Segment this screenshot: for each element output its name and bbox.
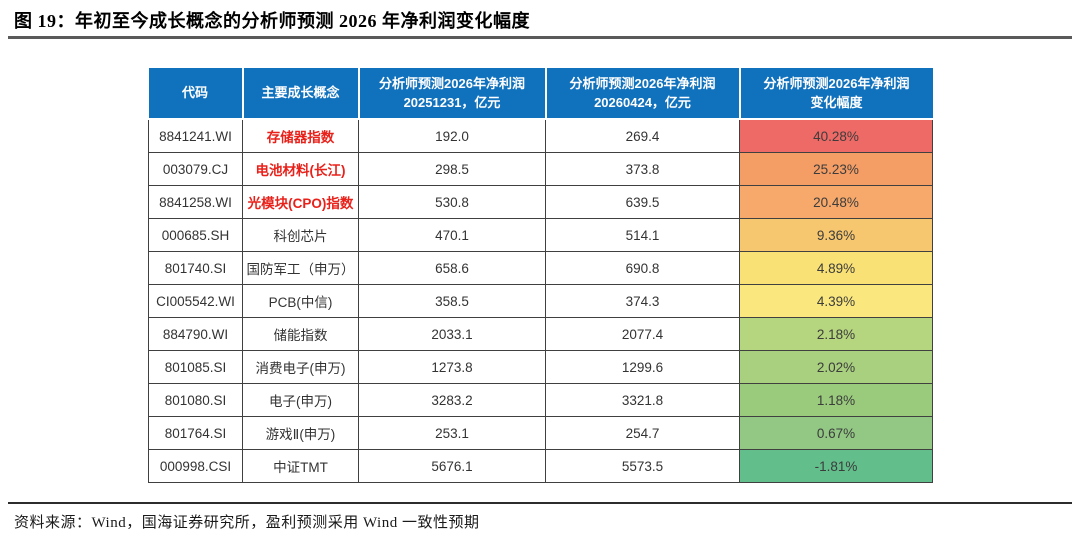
header-cell-4: 分析师预测2026年净利润 20260424，亿元 <box>545 68 741 120</box>
np-20260424-cell: 269.4 <box>545 118 740 153</box>
np-20251231-cell: 5676.1 <box>358 449 546 483</box>
concept-cell: 光模块(CPO)指数 <box>242 185 359 219</box>
change-cell: 4.39% <box>739 284 933 318</box>
np-20260424-cell: 514.1 <box>545 218 740 252</box>
np-20260424-cell: 374.3 <box>545 284 740 318</box>
header-cell-2: 主要成长概念 <box>242 68 360 120</box>
np-20251231-cell: 298.5 <box>358 152 546 186</box>
concept-cell: 储能指数 <box>242 317 359 351</box>
table-row: 801740.SI 国防军工（申万） 658.6 690.8 4.89% <box>148 251 933 285</box>
change-cell: 4.89% <box>739 251 933 285</box>
footer-divider <box>8 502 1072 504</box>
np-20260424-cell: 1299.6 <box>545 350 740 384</box>
code-cell: 8841241.WI <box>148 118 243 153</box>
title-divider <box>8 36 1072 39</box>
header-cell-1: 代码 <box>148 68 244 120</box>
code-cell: 003079.CJ <box>148 152 243 186</box>
np-20260424-cell: 254.7 <box>545 416 740 450</box>
np-20251231-cell: 358.5 <box>358 284 546 318</box>
concept-cell: 存储器指数 <box>242 118 359 153</box>
table-row: 801764.SI 游戏Ⅱ(申万) 253.1 254.7 0.67% <box>148 416 933 450</box>
np-20251231-cell: 658.6 <box>358 251 546 285</box>
table-row: 8841241.WI 存储器指数 192.0 269.4 40.28% <box>148 118 933 153</box>
change-cell: 1.18% <box>739 383 933 417</box>
table-row: 8841258.WI 光模块(CPO)指数 530.8 639.5 20.48% <box>148 185 933 219</box>
table-row: 801085.SI 消费电子(申万) 1273.8 1299.6 2.02% <box>148 350 933 384</box>
figure-title: 图 19：年初至今成长概念的分析师预测 2026 年净利润变化幅度 <box>14 11 530 31</box>
table-row: 003079.CJ 电池材料(长江) 298.5 373.8 25.23% <box>148 152 933 186</box>
table-header: 代码 主要成长概念 分析师预测2026年净利润 20251231，亿元 分析师预测202… <box>148 68 933 120</box>
change-cell: 0.67% <box>739 416 933 450</box>
header-row: 代码 主要成长概念 分析师预测2026年净利润 20251231，亿元 分析师预测202… <box>148 68 933 120</box>
np-20260424-cell: 639.5 <box>545 185 740 219</box>
change-cell: 25.23% <box>739 152 933 186</box>
concept-cell: 消费电子(申万) <box>242 350 359 384</box>
code-cell: 801085.SI <box>148 350 243 384</box>
table-row: CI005542.WI PCB(中信) 358.5 374.3 4.39% <box>148 284 933 318</box>
code-cell: 000685.SH <box>148 218 243 252</box>
change-cell: 40.28% <box>739 118 933 153</box>
table-row: 000685.SH 科创芯片 470.1 514.1 9.36% <box>148 218 933 252</box>
header-cell-5: 分析师预测2026年净利润 变化幅度 <box>739 68 933 120</box>
code-cell: 000998.CSI <box>148 449 243 483</box>
np-20260424-cell: 5573.5 <box>545 449 740 483</box>
table-body: 8841241.WI 存储器指数 192.0 269.4 40.28% 003079.CJ… <box>148 118 933 483</box>
np-20260424-cell: 373.8 <box>545 152 740 186</box>
np-20260424-cell: 2077.4 <box>545 317 740 351</box>
concept-cell: 国防军工（申万） <box>242 251 359 285</box>
code-cell: 8841258.WI <box>148 185 243 219</box>
forecast-table: 代码 主要成长概念 分析师预测2026年净利润 20251231，亿元 分析师预测202… <box>148 68 933 483</box>
np-20251231-cell: 530.8 <box>358 185 546 219</box>
np-20251231-cell: 470.1 <box>358 218 546 252</box>
change-cell: 9.36% <box>739 218 933 252</box>
change-cell: 20.48% <box>739 185 933 219</box>
concept-cell: 电池材料(长江) <box>242 152 359 186</box>
concept-cell: 游戏Ⅱ(申万) <box>242 416 359 450</box>
source-note: 资料来源：Wind，国海证券研究所，盈利预测采用 Wind 一致性预期 <box>14 515 480 531</box>
table-row: 801080.SI 电子(申万) 3283.2 3321.8 1.18% <box>148 383 933 417</box>
concept-cell: PCB(中信) <box>242 284 359 318</box>
table-row: 000998.CSI 中证TMT 5676.1 5573.5 -1.81% <box>148 449 933 483</box>
code-cell: 884790.WI <box>148 317 243 351</box>
np-20260424-cell: 3321.8 <box>545 383 740 417</box>
np-20251231-cell: 1273.8 <box>358 350 546 384</box>
code-cell: 801764.SI <box>148 416 243 450</box>
concept-cell: 中证TMT <box>242 449 359 483</box>
table-row: 884790.WI 储能指数 2033.1 2077.4 2.18% <box>148 317 933 351</box>
header-cell-3: 分析师预测2026年净利润 20251231，亿元 <box>358 68 547 120</box>
concept-cell: 电子(申万) <box>242 383 359 417</box>
concept-cell: 科创芯片 <box>242 218 359 252</box>
np-20260424-cell: 690.8 <box>545 251 740 285</box>
change-cell: 2.02% <box>739 350 933 384</box>
change-cell: -1.81% <box>739 449 933 483</box>
np-20251231-cell: 192.0 <box>358 118 546 153</box>
code-cell: 801740.SI <box>148 251 243 285</box>
code-cell: CI005542.WI <box>148 284 243 318</box>
code-cell: 801080.SI <box>148 383 243 417</box>
np-20251231-cell: 2033.1 <box>358 317 546 351</box>
np-20251231-cell: 3283.2 <box>358 383 546 417</box>
change-cell: 2.18% <box>739 317 933 351</box>
np-20251231-cell: 253.1 <box>358 416 546 450</box>
